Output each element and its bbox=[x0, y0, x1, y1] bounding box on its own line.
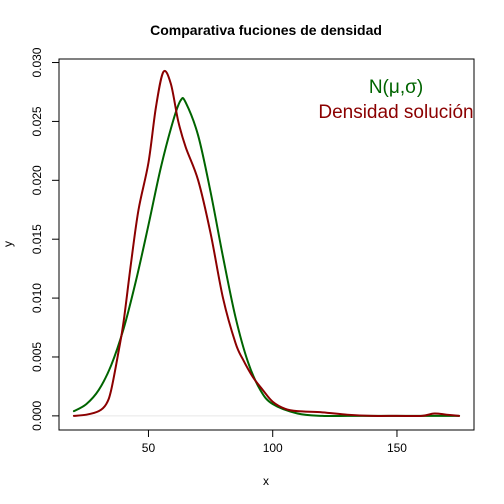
plot-frame bbox=[58, 58, 475, 431]
y-axis: 0.000 0.005 0.010 0.015 0.020 0.025 0.030 bbox=[30, 47, 59, 431]
y-tick-label: 0.000 bbox=[30, 401, 44, 431]
y-tick-label: 0.020 bbox=[30, 165, 44, 195]
series-line-normal bbox=[72, 97, 461, 418]
legend-entry-normal: N(μ,σ) bbox=[369, 77, 423, 98]
x-tick-label: 100 bbox=[263, 441, 283, 455]
y-tick-label: 0.005 bbox=[30, 342, 44, 372]
x-axis: 50 100 150 bbox=[142, 430, 407, 455]
x-tick-label: 50 bbox=[142, 441, 156, 455]
chart-title: Comparativa fuciones de densidad bbox=[150, 22, 382, 38]
series-line-solucion bbox=[72, 69, 461, 418]
legend-entry-solucion: Densidad solución bbox=[318, 102, 473, 123]
series-layer bbox=[72, 69, 461, 418]
x-tick-label: 150 bbox=[387, 441, 407, 455]
y-tick-label: 0.015 bbox=[30, 224, 44, 254]
y-tick-label: 0.025 bbox=[30, 106, 44, 136]
y-tick-label: 0.010 bbox=[30, 283, 44, 313]
x-axis-label: x bbox=[263, 474, 269, 488]
y-axis-label: y bbox=[1, 241, 15, 247]
y-tick-label: 0.030 bbox=[30, 47, 44, 77]
